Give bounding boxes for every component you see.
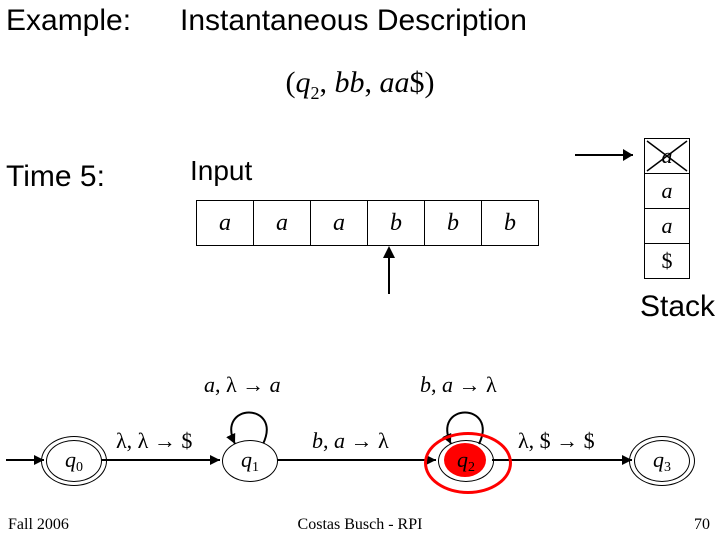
- state-label: q3: [653, 447, 671, 476]
- state-q2: q2: [438, 440, 494, 482]
- state-q3: q3: [634, 440, 690, 482]
- state-label: q1: [241, 447, 259, 476]
- footer-right: 70: [694, 516, 710, 534]
- state-label: q2: [457, 447, 475, 476]
- state-q1: q1: [222, 440, 278, 482]
- edge-label: λ, $ → $: [518, 428, 595, 454]
- edge-label: λ, λ → $: [116, 428, 192, 454]
- loop-label: b, a → λ: [420, 372, 497, 398]
- edge-label: b, a → λ: [312, 428, 389, 454]
- state-label: q0: [65, 447, 83, 476]
- footer-center: Costas Busch - RPI: [0, 516, 720, 534]
- automaton: λ, λ → $ b, a → λ λ, $ → $ a, λ → a b, a → λ…: [0, 0, 720, 500]
- loop-label: a, λ → a: [204, 372, 281, 398]
- state-q0: q0: [46, 440, 102, 482]
